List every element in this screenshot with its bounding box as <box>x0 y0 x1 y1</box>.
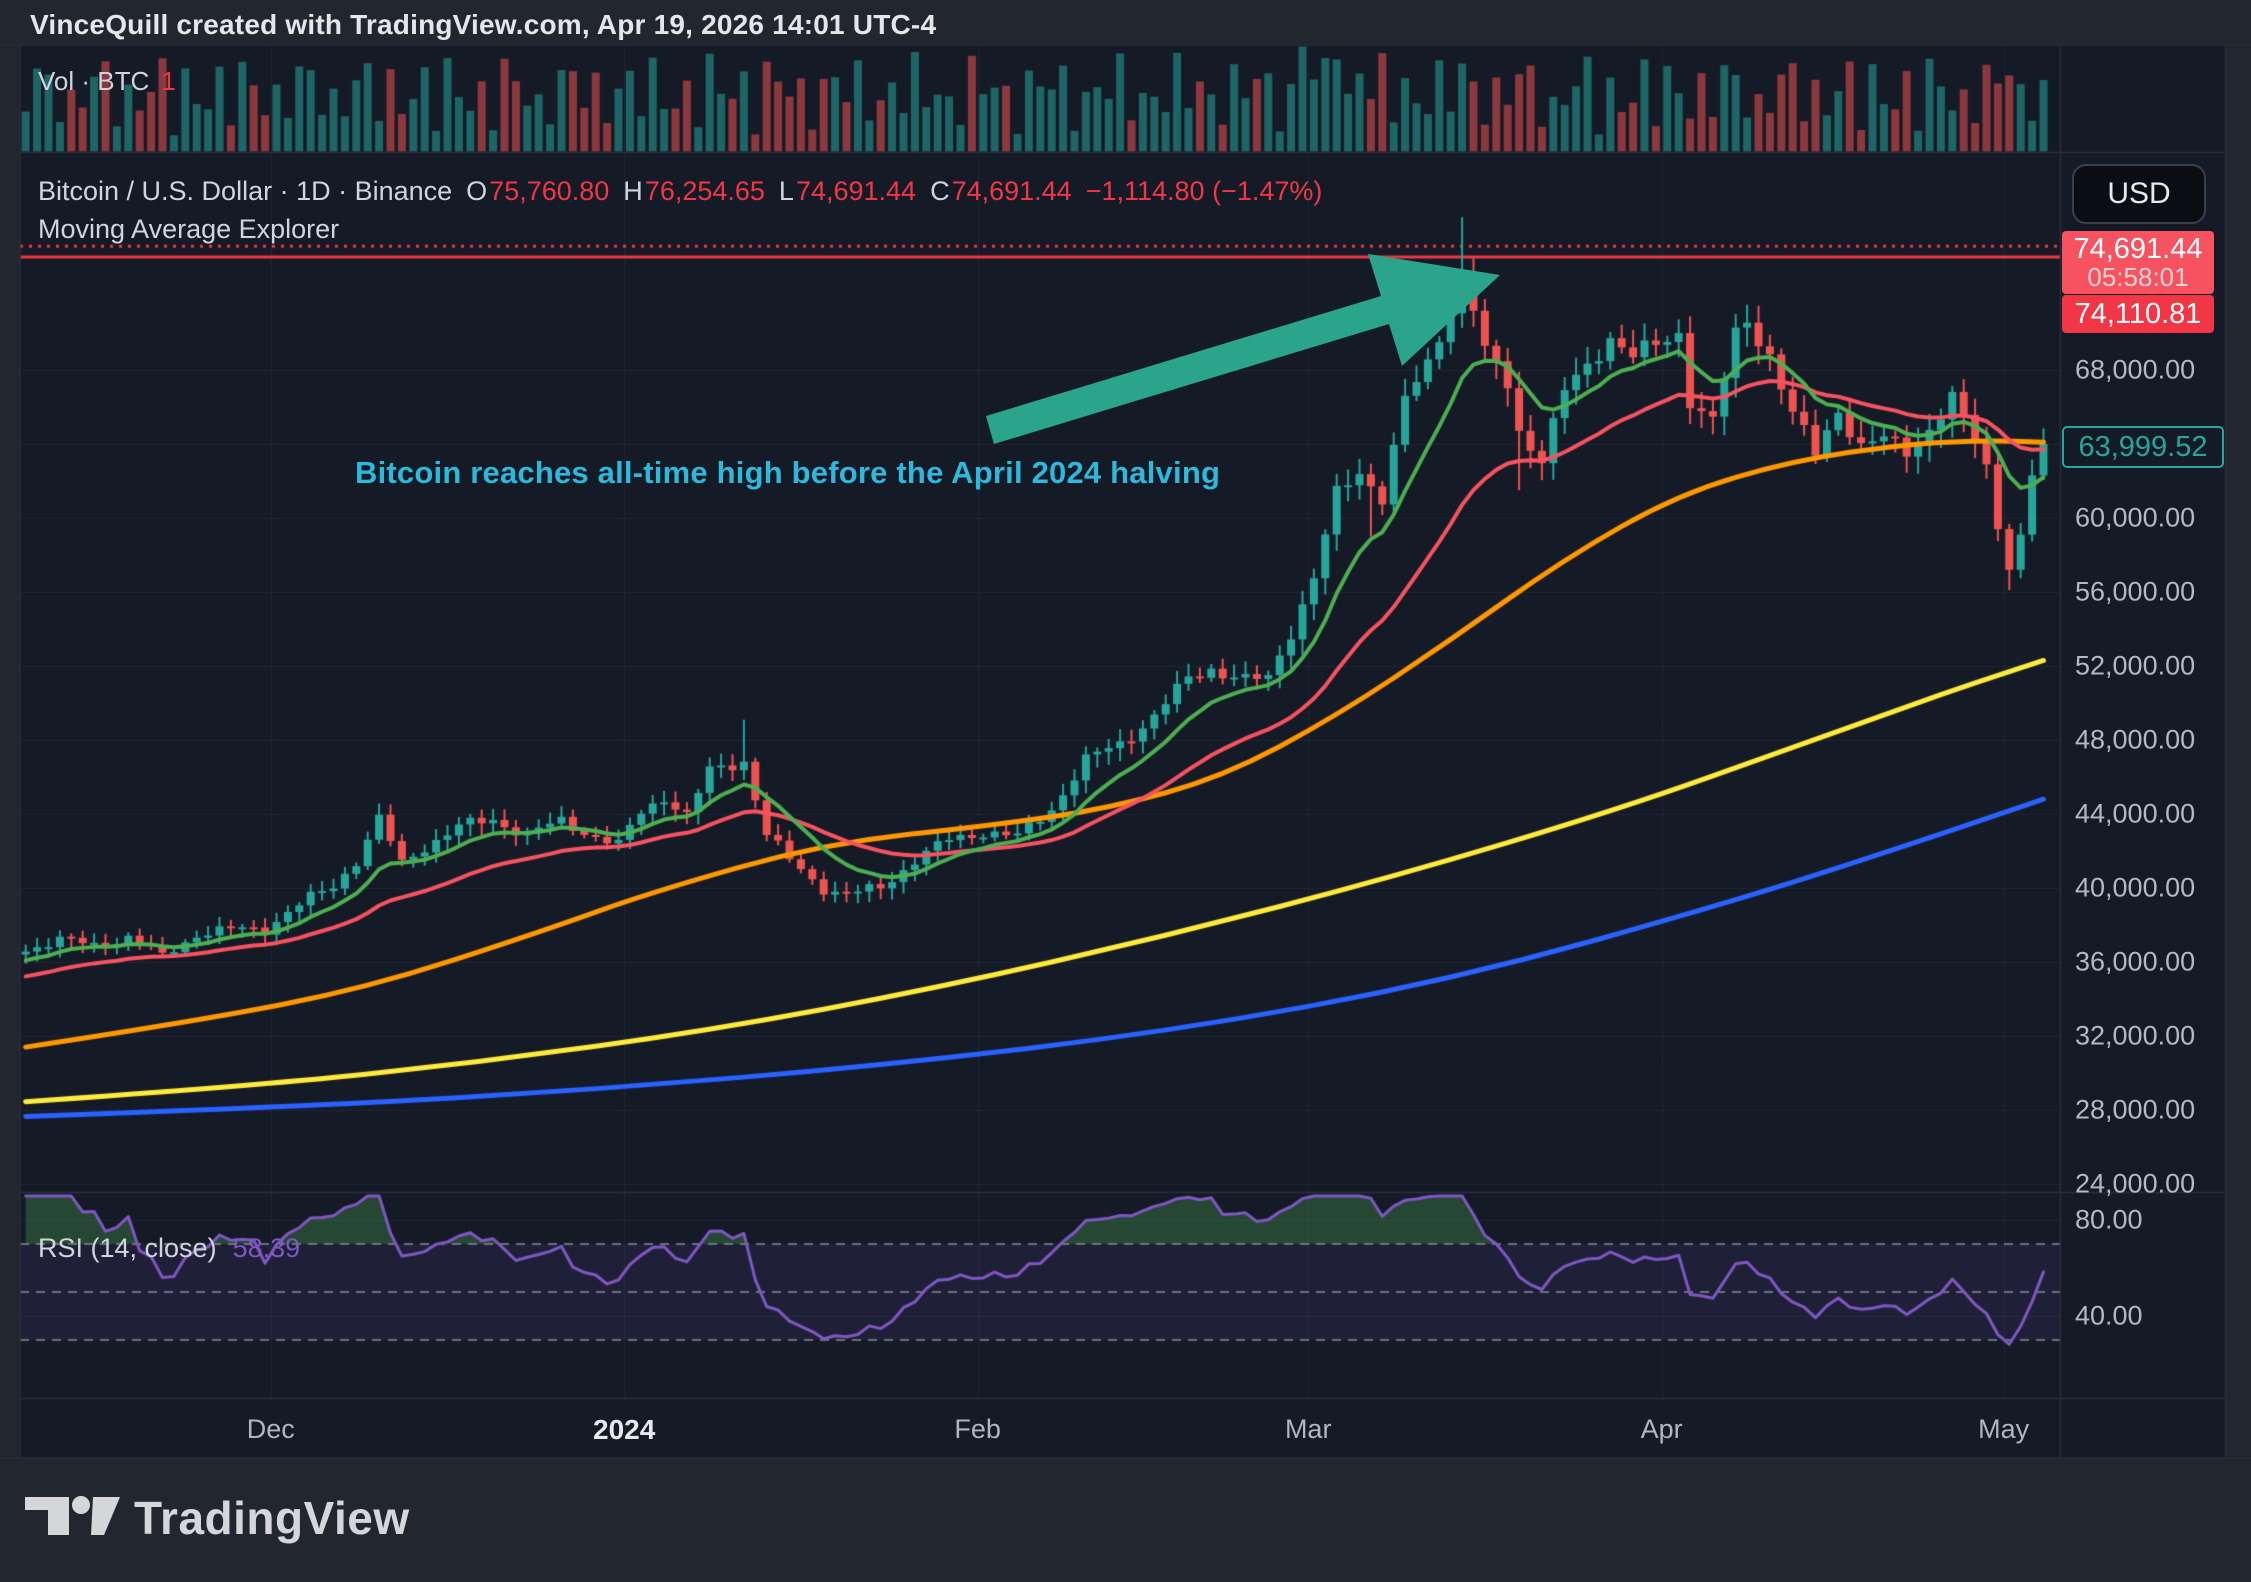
attribution-text: VinceQuill created with TradingView.com,… <box>30 9 937 40</box>
price-tick: 28,000.00 <box>2075 1094 2196 1125</box>
volume-legend-label: Vol · BTC <box>38 66 150 96</box>
price-tick: 48,000.00 <box>2075 724 2196 755</box>
symbol-legend[interactable]: Bitcoin / U.S. Dollar · 1D · Binance O 75… <box>38 176 1322 207</box>
time-axis-label: 2024 <box>593 1414 656 1445</box>
currency-toggle-button[interactable]: USD <box>2072 164 2206 224</box>
price-tick: 24,000.00 <box>2075 1168 2196 1199</box>
current-price-value: 74,691.44 <box>2073 232 2203 265</box>
rsi-legend[interactable]: RSI (14, close) 58.39 <box>38 1233 300 1264</box>
volume-legend[interactable]: Vol · BTC 1 <box>38 66 176 97</box>
price-tick: 56,000.00 <box>2075 576 2196 607</box>
last-close-label: 63,999.52 <box>2062 426 2224 468</box>
change-value: −1,114.80 (−1.47%) <box>1085 176 1323 206</box>
rsi-legend-value: 58.39 <box>232 1233 301 1263</box>
open-value: O 75,760.80 <box>466 176 610 206</box>
price-tick: 40,000.00 <box>2075 872 2196 903</box>
price-tick: 32,000.00 <box>2075 1020 2196 1051</box>
symbol-title: Bitcoin / U.S. Dollar · 1D · Binance <box>38 176 453 206</box>
indicator-legend-label: Moving Average Explorer <box>38 214 340 244</box>
price-tick: 36,000.00 <box>2075 946 2196 977</box>
low-value: L 74,691.44 <box>778 176 917 206</box>
high-value: H 76,254.65 <box>623 176 765 206</box>
time-axis-label: Mar <box>1284 1414 1332 1444</box>
time-axis-label: Apr <box>1640 1414 1683 1444</box>
rsi-tick: 80.00 <box>2075 1204 2143 1235</box>
annotation-text[interactable]: Bitcoin reaches all-time high before the… <box>355 455 1221 490</box>
time-axis-label: Dec <box>246 1414 295 1444</box>
volume-legend-value: 1 <box>161 66 176 96</box>
rsi-legend-label: RSI (14, close) <box>38 1233 217 1263</box>
rsi-tick: 40.00 <box>2075 1300 2143 1331</box>
secondary-price-label: 74,110.81 <box>2062 295 2214 333</box>
time-axis-label: May <box>1978 1414 2030 1444</box>
time-axis-label: Feb <box>954 1414 1001 1444</box>
indicator-legend[interactable]: Moving Average Explorer <box>38 214 339 245</box>
current-price-label: 74,691.44 05:58:01 <box>2062 231 2214 294</box>
price-tick: 44,000.00 <box>2075 798 2196 829</box>
price-tick: 52,000.00 <box>2075 650 2196 681</box>
price-tick: 60,000.00 <box>2075 502 2196 533</box>
bar-countdown: 05:58:01 <box>2087 262 2189 293</box>
price-tick: 68,000.00 <box>2075 354 2196 385</box>
tradingview-brand-text[interactable]: TradingView <box>134 1492 410 1544</box>
close-value: C 74,691.44 <box>930 176 1072 206</box>
